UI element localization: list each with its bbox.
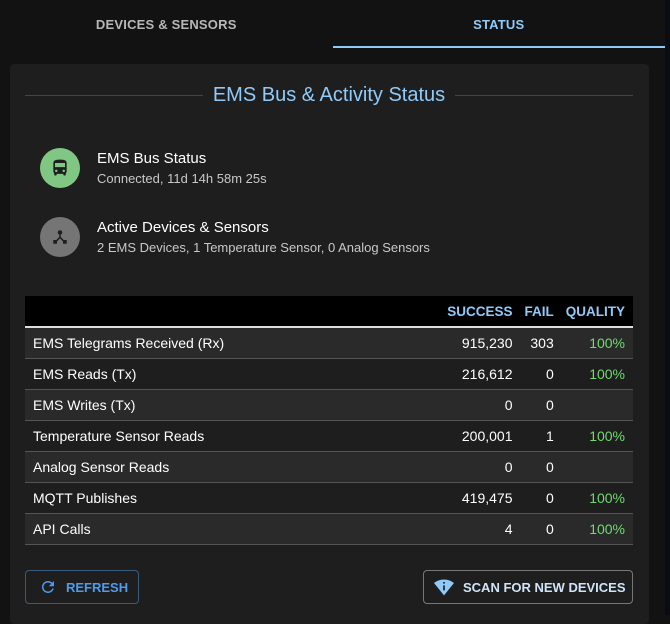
cell-fail: 1 bbox=[520, 420, 562, 452]
cell-name: EMS Writes (Tx) bbox=[25, 389, 431, 421]
cell-fail: 303 bbox=[520, 327, 562, 359]
refresh-button[interactable]: REFRESH bbox=[25, 570, 139, 604]
cell-quality bbox=[561, 389, 633, 421]
header-fail: FAIL bbox=[520, 296, 562, 328]
header-quality: QUALITY bbox=[561, 296, 633, 328]
divider bbox=[25, 94, 203, 96]
tab-bar: DEVICES & SENSORS STATUS bbox=[0, 0, 665, 48]
cell-quality: 100% bbox=[561, 513, 633, 545]
scan-devices-button[interactable]: SCAN FOR NEW DEVICES bbox=[423, 570, 633, 604]
cell-success: 216,612 bbox=[430, 358, 521, 390]
cell-quality: 100% bbox=[561, 482, 633, 514]
header-name bbox=[25, 296, 431, 328]
status-card: EMS Bus & Activity Status EMS Bus Status… bbox=[10, 64, 649, 624]
item-subtitle: 2 EMS Devices, 1 Temperature Sensor, 0 A… bbox=[97, 240, 430, 255]
cell-fail: 0 bbox=[520, 389, 562, 421]
cell-fail: 0 bbox=[520, 482, 562, 514]
device-hub-icon bbox=[40, 217, 80, 257]
cell-fail: 0 bbox=[520, 451, 562, 483]
bus-icon bbox=[40, 148, 80, 188]
table-row: EMS Telegrams Received (Rx) 915,230 303 100… bbox=[25, 327, 633, 359]
table-row: Analog Sensor Reads 0 0 bbox=[25, 451, 633, 483]
cell-name: API Calls bbox=[25, 513, 431, 545]
stats-table: SUCCESS FAIL QUALITY EMS Telegrams Recei… bbox=[25, 296, 633, 545]
tab-devices-sensors[interactable]: DEVICES & SENSORS bbox=[95, 16, 237, 32]
cell-quality: 100% bbox=[561, 327, 633, 359]
cell-name: EMS Reads (Tx) bbox=[25, 358, 431, 390]
table-row: EMS Writes (Tx) 0 0 bbox=[25, 389, 633, 421]
table-header: SUCCESS FAIL QUALITY bbox=[25, 296, 633, 328]
cell-quality bbox=[561, 451, 633, 483]
cell-quality: 100% bbox=[561, 358, 633, 390]
refresh-label: REFRESH bbox=[66, 579, 129, 595]
list-item-bus-status: EMS Bus Status Connected, 11d 14h 58m 25… bbox=[40, 148, 267, 188]
cell-success: 200,001 bbox=[430, 420, 521, 452]
table-row: EMS Reads (Tx) 216,612 0 100% bbox=[25, 358, 633, 390]
item-subtitle: Connected, 11d 14h 58m 25s bbox=[97, 171, 267, 186]
table-row: Temperature Sensor Reads 200,001 1 100% bbox=[25, 420, 633, 452]
list-item-active-devices: Active Devices & Sensors 2 EMS Devices, … bbox=[40, 217, 430, 257]
cell-name: MQTT Publishes bbox=[25, 482, 431, 514]
table-row: API Calls 4 0 100% bbox=[25, 513, 633, 545]
cell-name: EMS Telegrams Received (Rx) bbox=[25, 327, 431, 359]
header-success: SUCCESS bbox=[430, 296, 521, 328]
cell-success: 0 bbox=[430, 389, 521, 421]
wifi-info-icon bbox=[434, 579, 454, 596]
cell-success: 419,475 bbox=[430, 482, 521, 514]
section-header: EMS Bus & Activity Status bbox=[25, 82, 633, 108]
table-row: MQTT Publishes 419,475 0 100% bbox=[25, 482, 633, 514]
scan-label: SCAN FOR NEW DEVICES bbox=[463, 579, 626, 595]
tab-status[interactable]: STATUS bbox=[332, 0, 666, 48]
divider bbox=[455, 94, 633, 96]
item-title: EMS Bus Status bbox=[97, 150, 207, 167]
cell-quality: 100% bbox=[561, 420, 633, 452]
window-edge bbox=[665, 0, 670, 615]
cell-success: 4 bbox=[430, 513, 521, 545]
cell-fail: 0 bbox=[520, 513, 562, 545]
cell-name: Temperature Sensor Reads bbox=[25, 420, 431, 452]
page-title: EMS Bus & Activity Status bbox=[212, 83, 446, 106]
refresh-icon bbox=[42, 581, 54, 593]
cell-success: 915,230 bbox=[430, 327, 521, 359]
cell-name: Analog Sensor Reads bbox=[25, 451, 431, 483]
cell-success: 0 bbox=[430, 451, 521, 483]
cell-fail: 0 bbox=[520, 358, 562, 390]
item-title: Active Devices & Sensors bbox=[97, 219, 269, 236]
